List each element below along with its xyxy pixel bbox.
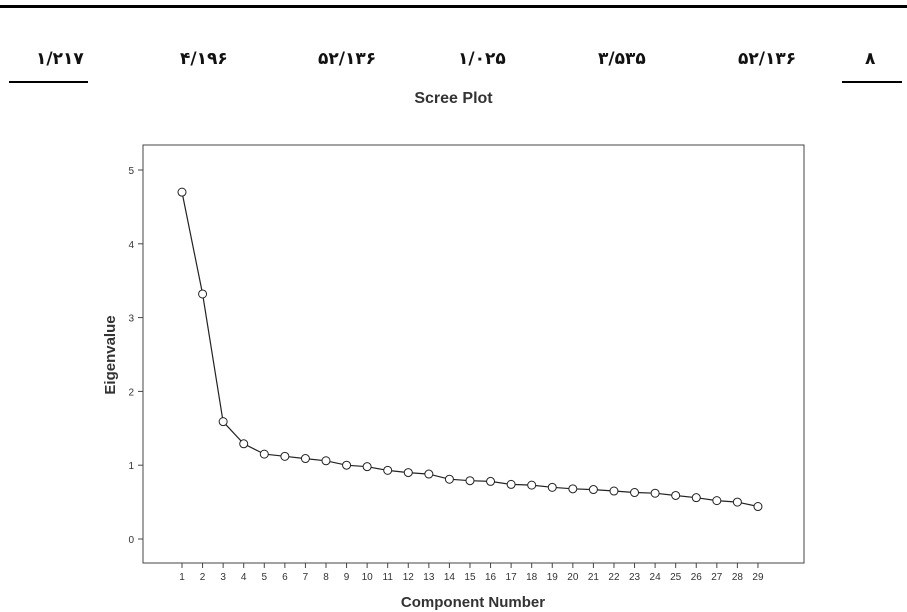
- x-tick-label: 23: [629, 572, 641, 583]
- x-tick-label: 9: [344, 572, 350, 583]
- data-point: [753, 502, 763, 512]
- x-tick-label: 18: [526, 572, 538, 583]
- data-point: [218, 417, 228, 427]
- x-tick-label: 28: [732, 572, 744, 583]
- data-point: [712, 496, 722, 506]
- x-tick-label: 3: [220, 572, 226, 583]
- x-tick-label: 16: [485, 572, 497, 583]
- x-tick-label: 21: [588, 572, 600, 583]
- data-point: [506, 479, 516, 489]
- data-point: [239, 439, 249, 449]
- data-point: [609, 486, 619, 496]
- data-point: [547, 482, 557, 492]
- table-cell: ۵۲/۱۳۶: [318, 49, 377, 69]
- x-tick-label: 4: [241, 572, 247, 583]
- x-axis-label: Component Number: [401, 594, 545, 611]
- data-point: [588, 485, 598, 495]
- x-tick-label: 1: [179, 572, 185, 583]
- x-tick-label: 11: [383, 572, 394, 583]
- x-tick-label: 5: [261, 572, 267, 583]
- data-point: [424, 469, 434, 479]
- x-tick-label: 17: [506, 572, 518, 583]
- data-point: [198, 289, 208, 299]
- x-tick-label: 8: [323, 572, 329, 583]
- data-point: [486, 476, 496, 486]
- table-rule-left: [9, 81, 88, 83]
- plot-area-frame: [142, 144, 805, 564]
- table-rule-right: [842, 81, 902, 83]
- data-point: [671, 490, 681, 500]
- y-axis: 0 1 2 3 4 5: [128, 166, 143, 546]
- data-point: [321, 456, 331, 466]
- x-tick-label: 15: [464, 572, 476, 583]
- data-point: [527, 480, 537, 490]
- data-point: [259, 449, 269, 459]
- y-tick-label: 2: [128, 387, 134, 398]
- table-cell: ۱/۰۲۵: [458, 49, 506, 69]
- data-point: [568, 484, 578, 494]
- x-tick-label: 27: [711, 572, 723, 583]
- data-point: [465, 476, 475, 486]
- data-point: [403, 468, 413, 478]
- x-tick-label: 29: [752, 572, 764, 583]
- data-point: [630, 488, 640, 498]
- data-point: [383, 465, 393, 475]
- table-cell: ۱/۲۱۷: [36, 49, 84, 69]
- x-tick-label: 12: [403, 572, 415, 583]
- table-cell: ۳/۵۳۵: [598, 49, 646, 69]
- data-point: [444, 474, 454, 484]
- x-tick-label: 26: [691, 572, 703, 583]
- data-points: [177, 187, 763, 512]
- x-axis: 1 2 3 4 5 6 7 8 9 10 11 12 13 14 15 16 17 18 19 20 21 22 23 24 2…: [179, 563, 764, 583]
- y-axis-label: Eigenvalue: [102, 315, 119, 394]
- x-tick-label: 6: [282, 572, 288, 583]
- x-tick-label: 13: [423, 572, 435, 583]
- x-tick-label: 24: [650, 572, 662, 583]
- data-point: [650, 488, 660, 498]
- x-tick-label: 2: [200, 572, 206, 583]
- top-rule: [0, 5, 907, 8]
- y-tick-label: 5: [128, 166, 134, 177]
- x-tick-label: 25: [670, 572, 682, 583]
- y-tick-label: 0: [128, 535, 134, 546]
- y-tick-label: 4: [128, 240, 134, 251]
- table-cell: ۸: [865, 49, 876, 69]
- table-cell: ۵۲/۱۳۶: [738, 49, 797, 69]
- data-point: [342, 460, 352, 470]
- y-tick-label: 1: [128, 461, 134, 472]
- data-point: [280, 451, 290, 461]
- data-point: [362, 462, 372, 472]
- x-tick-label: 22: [608, 572, 620, 583]
- x-tick-label: 14: [444, 572, 456, 583]
- x-tick-label: 10: [362, 572, 374, 583]
- x-tick-label: 19: [547, 572, 559, 583]
- chart-title: Scree Plot: [414, 90, 493, 107]
- data-point: [300, 454, 310, 464]
- table-cell: ۴/۱۹۶: [180, 49, 228, 69]
- data-point: [732, 497, 742, 507]
- eigenvalue-line: [181, 191, 759, 508]
- x-tick-label: 7: [303, 572, 309, 583]
- data-point: [177, 187, 187, 197]
- x-tick-label: 20: [567, 572, 579, 583]
- data-point: [691, 493, 701, 503]
- y-tick-label: 3: [128, 314, 134, 325]
